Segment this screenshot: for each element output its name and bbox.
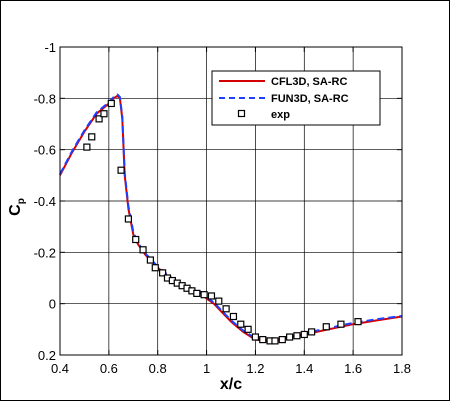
x-tick-label: 0.8 bbox=[149, 361, 167, 376]
series-layer bbox=[59, 93, 403, 345]
legend-label-fun3d: FUN3D, SA-RC bbox=[271, 93, 349, 105]
y-tick-label: -0.4 bbox=[34, 194, 56, 209]
exp-data-point bbox=[95, 115, 103, 123]
exp-data-point bbox=[222, 305, 230, 313]
x-axis-label: x/c bbox=[220, 376, 242, 393]
exp-data-point bbox=[83, 143, 91, 151]
exp-data-point bbox=[229, 312, 238, 321]
exp-data-point bbox=[322, 323, 330, 331]
exp-data-point bbox=[308, 328, 316, 336]
y-tick-label: -1 bbox=[44, 40, 56, 55]
x-tick-label: 1 bbox=[203, 361, 210, 376]
exp-data-point bbox=[278, 336, 286, 344]
exp-data-point bbox=[300, 330, 308, 339]
exp-data-point bbox=[193, 289, 201, 297]
exp-data-point bbox=[88, 133, 96, 141]
y-axis-label-group: Cp bbox=[7, 198, 27, 216]
x-tick-label: 1.8 bbox=[393, 361, 411, 376]
tick-marks bbox=[59, 46, 403, 356]
x-tick-label: 1.4 bbox=[295, 361, 313, 376]
exp-data-point bbox=[124, 215, 133, 223]
exp-data-point bbox=[244, 325, 252, 333]
exp-data-point bbox=[159, 269, 167, 277]
exp-data-point bbox=[259, 336, 267, 344]
exp-data-point bbox=[100, 110, 108, 118]
exp-data-point bbox=[146, 256, 154, 264]
exp-data-point bbox=[200, 291, 208, 299]
exp-data-point bbox=[237, 320, 245, 328]
y-tick-label: -0.6 bbox=[34, 143, 56, 158]
y-tick-label: -0.8 bbox=[34, 91, 56, 106]
exp-data-point bbox=[151, 264, 159, 272]
legend-label-cfl3d: CFL3D, SA-RC bbox=[271, 76, 347, 88]
x-tick-label: 1.6 bbox=[344, 361, 362, 376]
y-axis-label-subscript: p bbox=[16, 198, 27, 204]
exp-data-point bbox=[286, 333, 294, 341]
exp-data-point bbox=[107, 99, 115, 108]
y-tick-label: -0.2 bbox=[34, 245, 56, 260]
exp-data-point bbox=[251, 333, 260, 341]
exp-data-point bbox=[117, 166, 125, 174]
exp-data-point bbox=[354, 318, 362, 326]
y-tick-label: 0 bbox=[49, 297, 56, 312]
exp-data-point bbox=[132, 235, 140, 244]
exp-data-point bbox=[337, 320, 345, 328]
x-tick-label: 0.4 bbox=[51, 361, 69, 376]
exp-data-point bbox=[207, 292, 216, 300]
x-tick-label: 0.6 bbox=[100, 361, 118, 376]
y-tick-label: 0.2 bbox=[38, 348, 56, 363]
exp-data-point bbox=[215, 297, 223, 305]
exp-data-point bbox=[271, 337, 279, 345]
tick-labels: 0.4 0.6 0.8 1 1.2 1.4 1.6 1.8 -1 -0.8 -0.6 -0.4 -0.2… bbox=[34, 40, 411, 376]
exp-data-point bbox=[139, 246, 147, 254]
legend: CFL3D, SA-RC FUN3D, SA-RC exp bbox=[211, 70, 381, 126]
y-axis-label-main: C bbox=[7, 204, 24, 216]
y-axis-label: Cp bbox=[7, 198, 27, 216]
exp-data-point bbox=[293, 332, 301, 340]
x-tick-label: 1.2 bbox=[246, 361, 264, 376]
legend-label-exp: exp bbox=[271, 109, 290, 121]
legend-marker-exp bbox=[237, 109, 246, 118]
